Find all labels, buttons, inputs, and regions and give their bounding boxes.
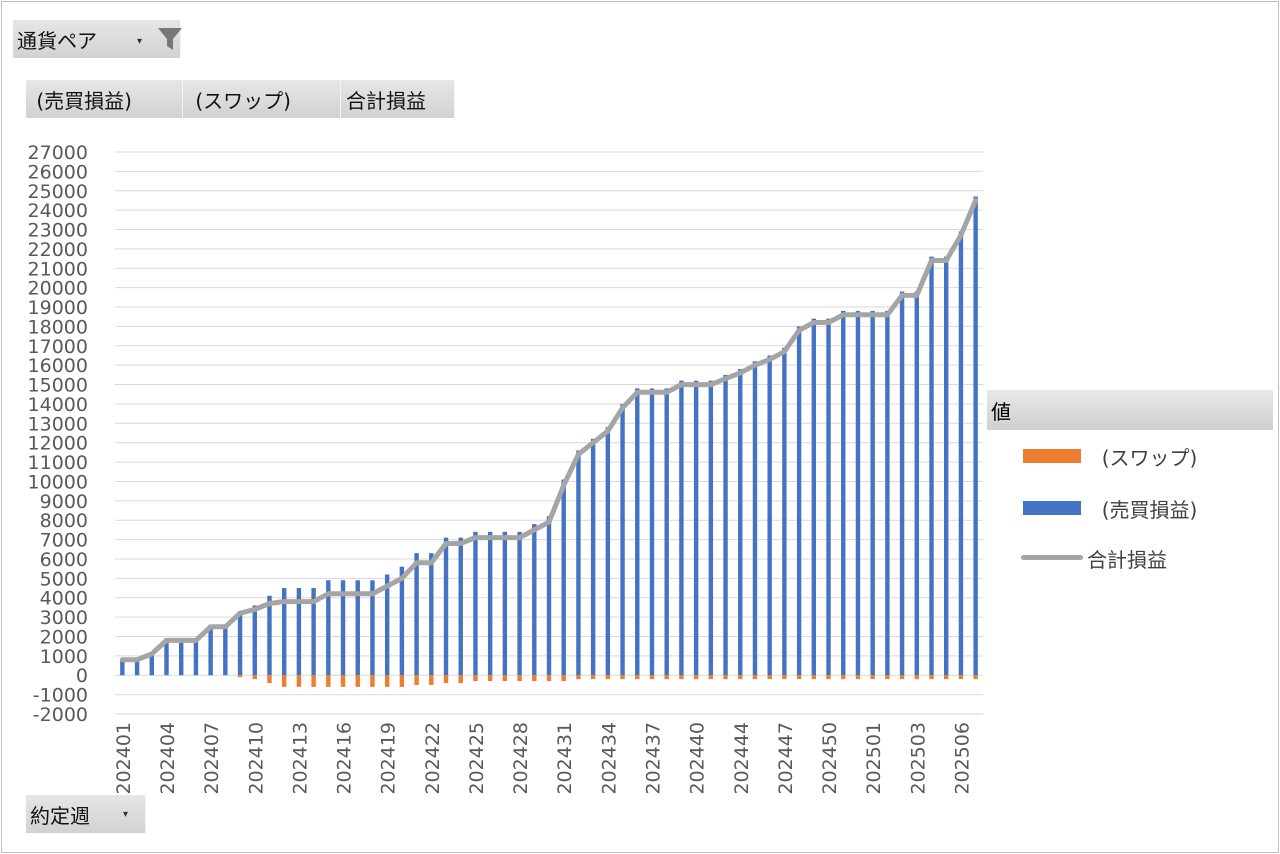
legend-item-total: 合計損益	[1021, 544, 1273, 572]
dropdown-arrow-icon: ▾	[123, 809, 129, 820]
row-field-button[interactable]: 約定週 ▾	[26, 795, 146, 833]
filter-funnel-icon	[158, 28, 182, 50]
filter-field-label: 通貨ペア	[17, 28, 97, 53]
legend: 値 (スワップ) (売買損益) 合計損益	[987, 390, 1273, 580]
legend-swatch-trade	[1023, 501, 1081, 515]
value-field-label-swap: (スワップ)	[189, 88, 291, 113]
legend-item-swap: (スワップ)	[1023, 442, 1273, 470]
value-field-label-total: 合計損益	[346, 88, 426, 113]
legend-item-trade: (売買損益)	[1023, 494, 1273, 522]
value-field-label-trade: (売買損益)	[30, 88, 132, 113]
legend-title-text: 値	[991, 399, 1011, 424]
legend-label-swap: (スワップ)	[1089, 446, 1198, 470]
value-field-button-swap[interactable]: (スワップ)	[183, 80, 341, 118]
filter-field-button[interactable]: 通貨ペア ▾	[13, 20, 182, 58]
legend-swatch-total	[1021, 555, 1083, 560]
value-field-button-total[interactable]: 合計損益	[341, 80, 455, 118]
legend-label-total: 合計損益	[1087, 548, 1167, 572]
legend-swatch-swap	[1023, 449, 1081, 463]
row-field-label: 約定週	[30, 803, 90, 828]
value-field-button-trade[interactable]: (売買損益)	[26, 80, 183, 118]
legend-title: 値	[987, 390, 1273, 430]
legend-label-trade: (売買損益)	[1089, 498, 1198, 522]
dropdown-arrow-icon: ▾	[137, 36, 143, 47]
